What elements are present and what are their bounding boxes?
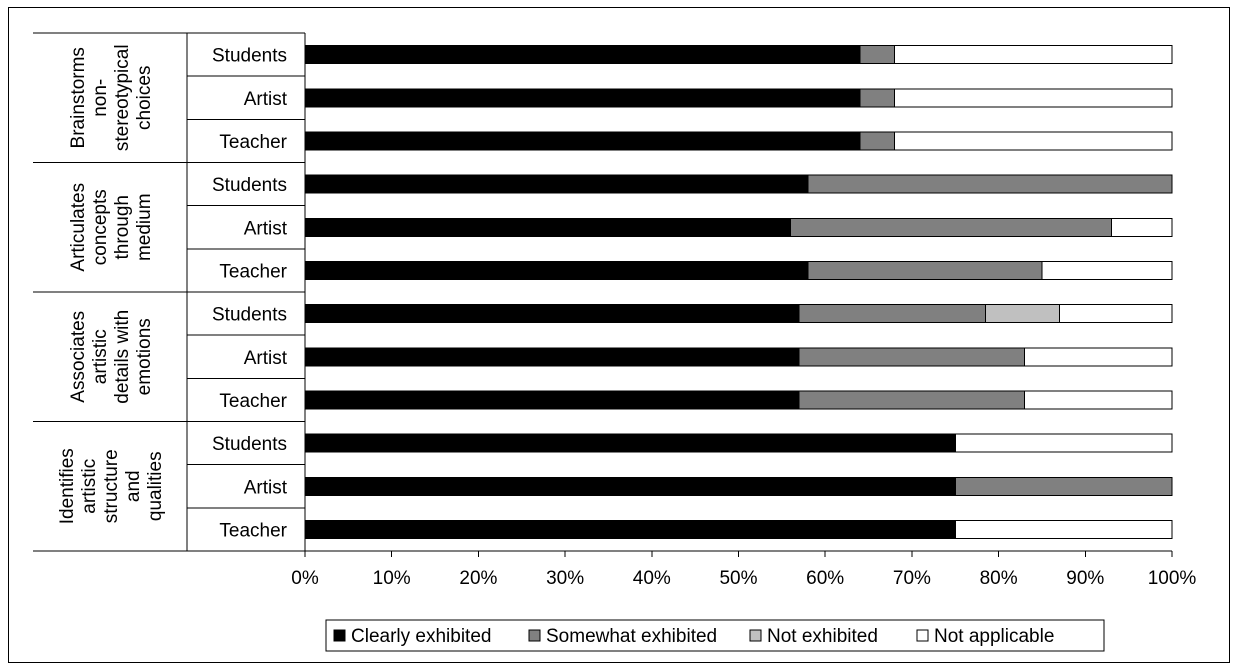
group-label-line: artistic bbox=[79, 459, 100, 514]
group-label-line: through bbox=[112, 195, 133, 259]
bar-segment bbox=[304, 88, 861, 108]
group-label-line: stereotypical bbox=[112, 44, 133, 151]
bar-segment bbox=[807, 174, 1173, 194]
bar-segment bbox=[304, 433, 956, 453]
x-tick-label: 20% bbox=[459, 568, 497, 589]
bar-segment bbox=[954, 476, 1173, 496]
bar-segment bbox=[304, 45, 861, 65]
group-label-line: structure bbox=[101, 449, 122, 523]
group-label-line: Articulates bbox=[68, 183, 89, 272]
bar-segment bbox=[304, 304, 800, 324]
x-tick-label: 90% bbox=[1066, 568, 1104, 589]
row-label: Students bbox=[212, 175, 287, 196]
group-label-line: Identifies bbox=[57, 448, 78, 524]
group-label-line: Brainstorms bbox=[68, 47, 89, 148]
group-label-line: qualities bbox=[145, 451, 166, 521]
bar-segment bbox=[304, 217, 792, 237]
bar-segment bbox=[304, 260, 809, 280]
bar-segment bbox=[304, 519, 956, 539]
row-label: Artist bbox=[244, 477, 288, 498]
bar-segment bbox=[807, 260, 1043, 280]
legend-label: Not applicable bbox=[934, 626, 1054, 647]
row-label: Students bbox=[212, 305, 287, 326]
bar-segment bbox=[798, 347, 1026, 367]
bar-segment bbox=[798, 390, 1026, 410]
bar-segment bbox=[304, 476, 956, 496]
x-tick-label: 0% bbox=[291, 568, 319, 589]
group-label-line: details with bbox=[112, 310, 133, 404]
bar-segment bbox=[1110, 217, 1173, 237]
bar-segment bbox=[954, 433, 1173, 453]
legend-swatch bbox=[333, 629, 346, 642]
bar-segment bbox=[859, 131, 896, 151]
bar-segment bbox=[304, 390, 800, 410]
x-tick-label: 30% bbox=[546, 568, 584, 589]
bar-segment bbox=[1024, 347, 1173, 367]
group-label-line: concepts bbox=[90, 189, 111, 265]
legend-label: Somewhat exhibited bbox=[546, 626, 717, 647]
group-label-line: emotions bbox=[134, 318, 155, 395]
x-tick-label: 100% bbox=[1148, 568, 1197, 589]
x-tick-label: 80% bbox=[980, 568, 1018, 589]
x-tick-label: 10% bbox=[373, 568, 411, 589]
x-tick-label: 60% bbox=[806, 568, 844, 589]
bar-segment bbox=[304, 347, 800, 367]
x-tick-label: 40% bbox=[633, 568, 671, 589]
x-tick-label: 50% bbox=[719, 568, 757, 589]
row-label: Students bbox=[212, 46, 287, 67]
legend-swatch bbox=[749, 629, 762, 642]
legend-label: Clearly exhibited bbox=[351, 626, 491, 647]
legend-box bbox=[325, 619, 1105, 652]
row-label: Teacher bbox=[219, 391, 287, 412]
row-label: Teacher bbox=[219, 520, 287, 541]
bar-segment bbox=[1058, 304, 1173, 324]
group-label-line: Associates bbox=[68, 311, 89, 403]
group-label-line: medium bbox=[134, 193, 155, 261]
bar-segment bbox=[894, 45, 1173, 65]
row-label: Artist bbox=[244, 89, 288, 110]
bar-segment bbox=[304, 174, 809, 194]
bar-segment bbox=[894, 88, 1173, 108]
group-label-line: non- bbox=[90, 79, 111, 117]
bar-segment bbox=[859, 88, 896, 108]
bar-segment bbox=[894, 131, 1173, 151]
row-label: Artist bbox=[244, 218, 288, 239]
bar-segment bbox=[954, 519, 1173, 539]
group-label-line: choices bbox=[134, 66, 155, 130]
bar-segment bbox=[798, 304, 987, 324]
group-label-line: and bbox=[123, 470, 144, 502]
group-label-line: artistic bbox=[90, 329, 111, 384]
legend-swatch bbox=[528, 629, 541, 642]
bar-segment bbox=[304, 131, 861, 151]
bar-segment bbox=[1024, 390, 1173, 410]
row-label: Teacher bbox=[219, 132, 287, 153]
row-label: Teacher bbox=[219, 261, 287, 282]
bar-segment bbox=[985, 304, 1060, 324]
legend-swatch bbox=[916, 629, 929, 642]
bar-segment bbox=[1041, 260, 1173, 280]
x-tick-label: 70% bbox=[893, 568, 931, 589]
row-label: Artist bbox=[244, 348, 288, 369]
row-label: Students bbox=[212, 434, 287, 455]
legend-label: Not exhibited bbox=[767, 626, 878, 647]
bar-segment bbox=[790, 217, 1112, 237]
bar-segment bbox=[859, 45, 896, 65]
